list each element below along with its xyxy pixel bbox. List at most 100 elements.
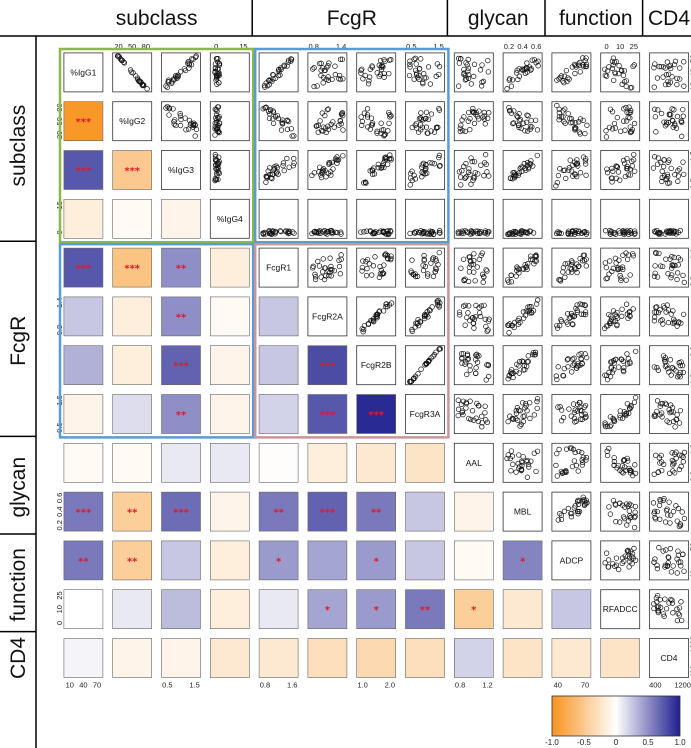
scatter-point [654,75,661,81]
scatter-point [564,357,571,363]
scatter-point [560,108,566,114]
scatter-point [365,321,371,327]
scatter-point [408,268,414,274]
scatter-cell [356,52,397,93]
scatter-point [468,259,474,265]
scatter-point [216,80,222,86]
scatter-point [534,152,540,159]
scatter-point [653,516,659,522]
scatter-point [659,168,665,174]
correlation-tile [63,491,104,532]
correlation-tile [356,638,397,678]
x-tick-label-top: 1.5 [433,42,443,51]
scatter-point [374,313,380,320]
correlation-tile [258,296,299,337]
scatter-point [513,408,519,414]
scatter-point [525,166,532,172]
scatter-point [624,109,630,116]
scatter-point [421,315,428,322]
scatter-point [576,498,583,504]
scatter-point [372,254,378,260]
scatter-point [677,369,684,376]
scatter-point [667,546,674,552]
scatter-point [423,75,429,81]
scatter-point [562,167,568,173]
scatter-point [425,271,431,277]
correlation-tile [112,150,152,190]
scatter-point [660,497,666,504]
significance-stars: ** [127,508,138,519]
scatter-point [621,160,628,167]
significance-stars: *** [76,508,92,519]
scatter-point [274,164,281,171]
scatter-point [660,611,667,617]
scatter-point [576,352,582,358]
correlation-tile [63,442,104,483]
scatter-point [437,162,443,169]
scatter-point [484,362,490,368]
heatmap-cell: *** [112,150,152,190]
scatter-point [623,410,630,416]
scatter-point [525,359,531,365]
scatter-point [631,231,638,237]
scatter-cell [600,345,641,386]
heatmap-cell: ** [161,296,201,337]
scatter-point [370,263,377,269]
scatter-point [309,230,315,237]
scatter-point [610,62,616,68]
correlation-tile [210,491,250,532]
scatter-point [602,325,608,331]
scatter-point [411,76,417,82]
scatter-point [377,271,384,277]
scatter-point [608,422,614,428]
scatter-point [468,155,474,161]
scatter-point [629,554,635,560]
scatter-point [370,229,377,236]
scatter-cell [405,52,445,93]
scatter-point [624,455,630,461]
scatter-point [435,124,441,130]
scatter-point [504,86,510,92]
scatter-cell [405,198,445,239]
scatter-point [623,165,630,172]
scatter-point [422,171,428,177]
scatter-point [533,60,539,66]
diagonal-label-cell: FcgR3A [405,394,445,434]
scatter-point [670,508,677,515]
scatter-point [556,446,562,453]
scatter-point [430,255,437,261]
correlation-tile [307,638,348,678]
scatter-cell [209,150,250,190]
scatter-point [669,74,675,80]
scatter-point [621,365,627,371]
heatmap-cell [307,540,348,581]
significance-stars: *** [76,264,92,275]
scatter-point [661,157,667,163]
scatter-point [632,462,638,468]
scatter-point [163,105,169,111]
scatter-point [479,62,485,68]
scatter-cell [307,247,348,288]
x-tick-label-top: 80 [142,42,150,51]
scatter-point [681,449,688,456]
scatter-point [681,171,687,178]
scatter-point [467,115,473,122]
scatter-point [432,269,438,275]
scatter-point [624,401,631,407]
scatter-point [568,413,574,419]
diagonal-label-cell: %IgG3 [161,150,201,190]
scatter-point [425,116,432,122]
scatter-point [653,250,659,256]
heatmap-cell [210,540,250,581]
scatter-point [336,263,343,270]
scatter-cell [600,101,641,142]
scatter-point [606,311,612,318]
scatter-point [358,114,364,120]
scatter-point [422,362,428,368]
scatter-point [612,231,619,237]
scatter-point [619,68,625,74]
scatter-cell [551,198,592,239]
scatter-cell [453,198,494,239]
scatter-point [284,155,290,162]
scatter-point [508,272,514,279]
